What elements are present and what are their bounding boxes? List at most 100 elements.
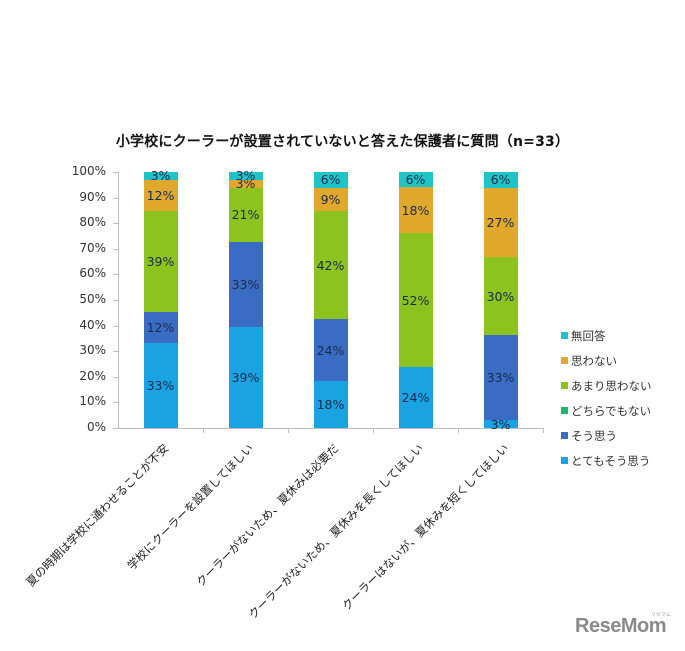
legend-swatch-icon <box>561 457 568 464</box>
data-label: 6% <box>320 172 341 188</box>
y-tick-mark <box>113 376 118 378</box>
y-tick-label: 50% <box>79 292 106 306</box>
bar-segment: 3% <box>228 176 263 191</box>
y-tick-mark <box>113 351 118 353</box>
data-label: 12% <box>146 187 175 203</box>
legend-swatch-icon <box>561 357 568 364</box>
bar-segment: 33% <box>228 241 263 328</box>
y-tick-label: 60% <box>79 266 106 281</box>
legend-item: 無回答 <box>561 323 652 348</box>
legend-label: 思わない <box>571 353 617 368</box>
bar-segment: 39% <box>143 210 178 312</box>
data-label: 39% <box>231 370 260 386</box>
data-label: 24% <box>401 389 430 405</box>
legend-item: 思わない <box>561 348 652 373</box>
data-label: 12% <box>146 319 175 335</box>
x-axis-line <box>118 428 543 429</box>
x-tick-mark <box>543 428 544 433</box>
data-label: 33% <box>231 276 260 292</box>
data-label: 42% <box>316 257 345 273</box>
legend: 無回答思わないあまり思わない どちらでもない そう思うとてもそう思う <box>561 323 652 473</box>
y-tick-mark <box>113 402 118 404</box>
bar-segment: 39% <box>228 327 263 428</box>
y-tick-label: 40% <box>79 317 106 332</box>
y-tick-mark <box>113 197 118 199</box>
legend-item: とてもそう思う <box>561 448 652 473</box>
bar-segment: 52% <box>398 233 433 367</box>
bar-segment: 24% <box>313 319 348 382</box>
x-category-label: クーラーがないため、夏休みを長くしてほしい <box>246 441 427 622</box>
bar-segment: 3% <box>143 168 178 183</box>
x-tick-mark <box>288 428 289 433</box>
y-tick-mark <box>113 325 118 327</box>
stacked-bar: 18% 24% 42% 9% 6% <box>313 172 348 428</box>
bar-segment: 6% <box>398 172 433 188</box>
stacked-bar: 24% 52% 18% 6% <box>398 172 433 428</box>
data-label: 27% <box>486 214 515 230</box>
x-tick-mark <box>203 428 204 433</box>
legend-item: あまり思わない <box>561 373 652 398</box>
bar-segment: 12% <box>143 179 178 211</box>
bar-segment: 42% <box>313 210 348 320</box>
bar-segment: 24% <box>398 366 433 428</box>
data-label: 3% <box>150 168 171 184</box>
stacked-bar: 33% 12% 39% 12% 3% <box>143 168 178 428</box>
data-label: 18% <box>316 397 345 413</box>
legend-label: とてもそう思う <box>571 453 651 468</box>
chart-title: 小学校にクーラーが設置されていないと答えた保護者に質問（n=33） <box>115 134 570 150</box>
data-label: 3% <box>490 416 511 432</box>
data-label: 33% <box>146 377 175 393</box>
bar-segment: 18% <box>398 187 433 234</box>
data-label: 52% <box>401 292 430 308</box>
data-label: 9% <box>320 191 341 207</box>
legend-label: あまり思わない <box>571 378 652 393</box>
x-category-label: クーラーがないため、夏休みは必要だ <box>193 441 342 590</box>
bar-segment: 3% <box>483 417 518 432</box>
bar-segment: 12% <box>143 311 178 343</box>
y-tick-mark <box>113 428 118 429</box>
y-tick-label: 100% <box>71 164 106 178</box>
data-label: 3% <box>235 168 256 184</box>
data-label: 33% <box>486 370 515 386</box>
y-tick-mark <box>113 172 118 173</box>
y-tick-mark <box>113 248 118 250</box>
legend-swatch-icon <box>561 432 568 439</box>
data-label: 24% <box>316 342 345 358</box>
legend-label: どちらでもない <box>571 403 652 418</box>
data-label: 21% <box>231 207 260 223</box>
legend-swatch-icon <box>561 382 568 389</box>
legend-label: そう思う <box>571 428 617 443</box>
stacked-bar: 39% 33% 21% 3% 3% <box>228 168 263 428</box>
data-label: 3% <box>235 176 256 192</box>
y-tick-mark <box>113 274 118 276</box>
y-tick-label: 0% <box>86 420 106 434</box>
data-label: 30% <box>486 288 515 304</box>
data-label: 6% <box>405 172 426 188</box>
y-tick-label: 20% <box>79 368 106 383</box>
legend-swatch-icon <box>561 332 568 339</box>
y-axis-line <box>118 172 119 428</box>
bar-segment: 9% <box>313 187 348 211</box>
y-tick-mark <box>113 223 118 225</box>
bar-segment: 3% <box>228 168 263 183</box>
y-tick-label: 10% <box>79 394 106 409</box>
bar-segment: 33% <box>143 342 178 428</box>
legend-item: どちらでもない <box>561 398 652 423</box>
data-label: 18% <box>401 202 430 218</box>
y-tick-label: 70% <box>79 240 106 255</box>
bar-segment: 30% <box>483 257 518 335</box>
stacked-bar: 3% 33% 30% 27% 6% <box>483 172 518 432</box>
y-tick-label: 30% <box>79 343 106 358</box>
x-category-label: クーラーはないが、夏休みを短くしてほしい <box>339 441 512 614</box>
y-tick-mark <box>113 300 118 301</box>
resemom-logo-subtext: リセマム <box>651 612 672 618</box>
bar-segment: 6% <box>313 172 348 188</box>
bar-segment: 27% <box>483 187 518 258</box>
x-tick-mark <box>458 428 459 433</box>
y-tick-label: 80% <box>79 215 106 230</box>
resemom-logo: ReseMom <box>575 615 666 637</box>
bar-segment: 6% <box>483 172 518 188</box>
y-tick-label: 90% <box>79 189 106 204</box>
x-tick-mark <box>373 428 374 433</box>
bar-segment: 33% <box>483 334 518 421</box>
